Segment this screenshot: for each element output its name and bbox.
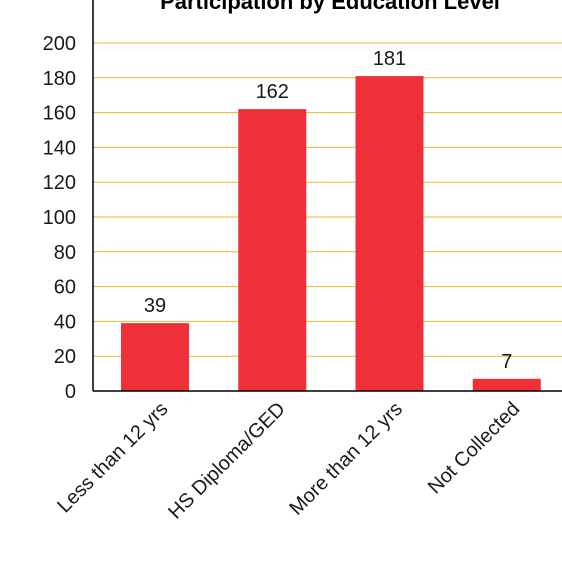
y-tick-label: 160 (43, 103, 76, 125)
bar (121, 323, 189, 391)
bar (355, 76, 424, 391)
bars (121, 76, 541, 392)
gridlines (93, 42, 562, 357)
chart-title: Participation by Education Level (160, 0, 500, 14)
x-tick-label: HS Diploma/GED (164, 398, 290, 524)
axes (92, 0, 562, 392)
data-label: 162 (256, 81, 289, 103)
data-label: 7 (501, 351, 512, 373)
y-tick-label: 120 (43, 172, 76, 194)
y-tick-label: 20 (54, 346, 76, 368)
data-label: 181 (373, 48, 406, 70)
y-tick-label: 100 (43, 207, 76, 229)
y-tick-label: 180 (43, 68, 76, 90)
x-tick-label: Less than 12 yrs (53, 398, 172, 517)
y-tick-label: 80 (54, 242, 76, 264)
y-tick-label: 0 (65, 381, 76, 403)
bar (238, 109, 307, 392)
y-tick-label: 140 (43, 137, 76, 159)
x-tick-label: Not Collected (424, 398, 524, 498)
data-label: 39 (144, 295, 166, 317)
x-tick-label: More than 12 yrs (285, 398, 407, 520)
y-tick-label: 200 (43, 33, 76, 55)
y-tick-label: 60 (54, 277, 76, 299)
bar (472, 378, 541, 391)
y-tick-label: 40 (54, 311, 76, 333)
